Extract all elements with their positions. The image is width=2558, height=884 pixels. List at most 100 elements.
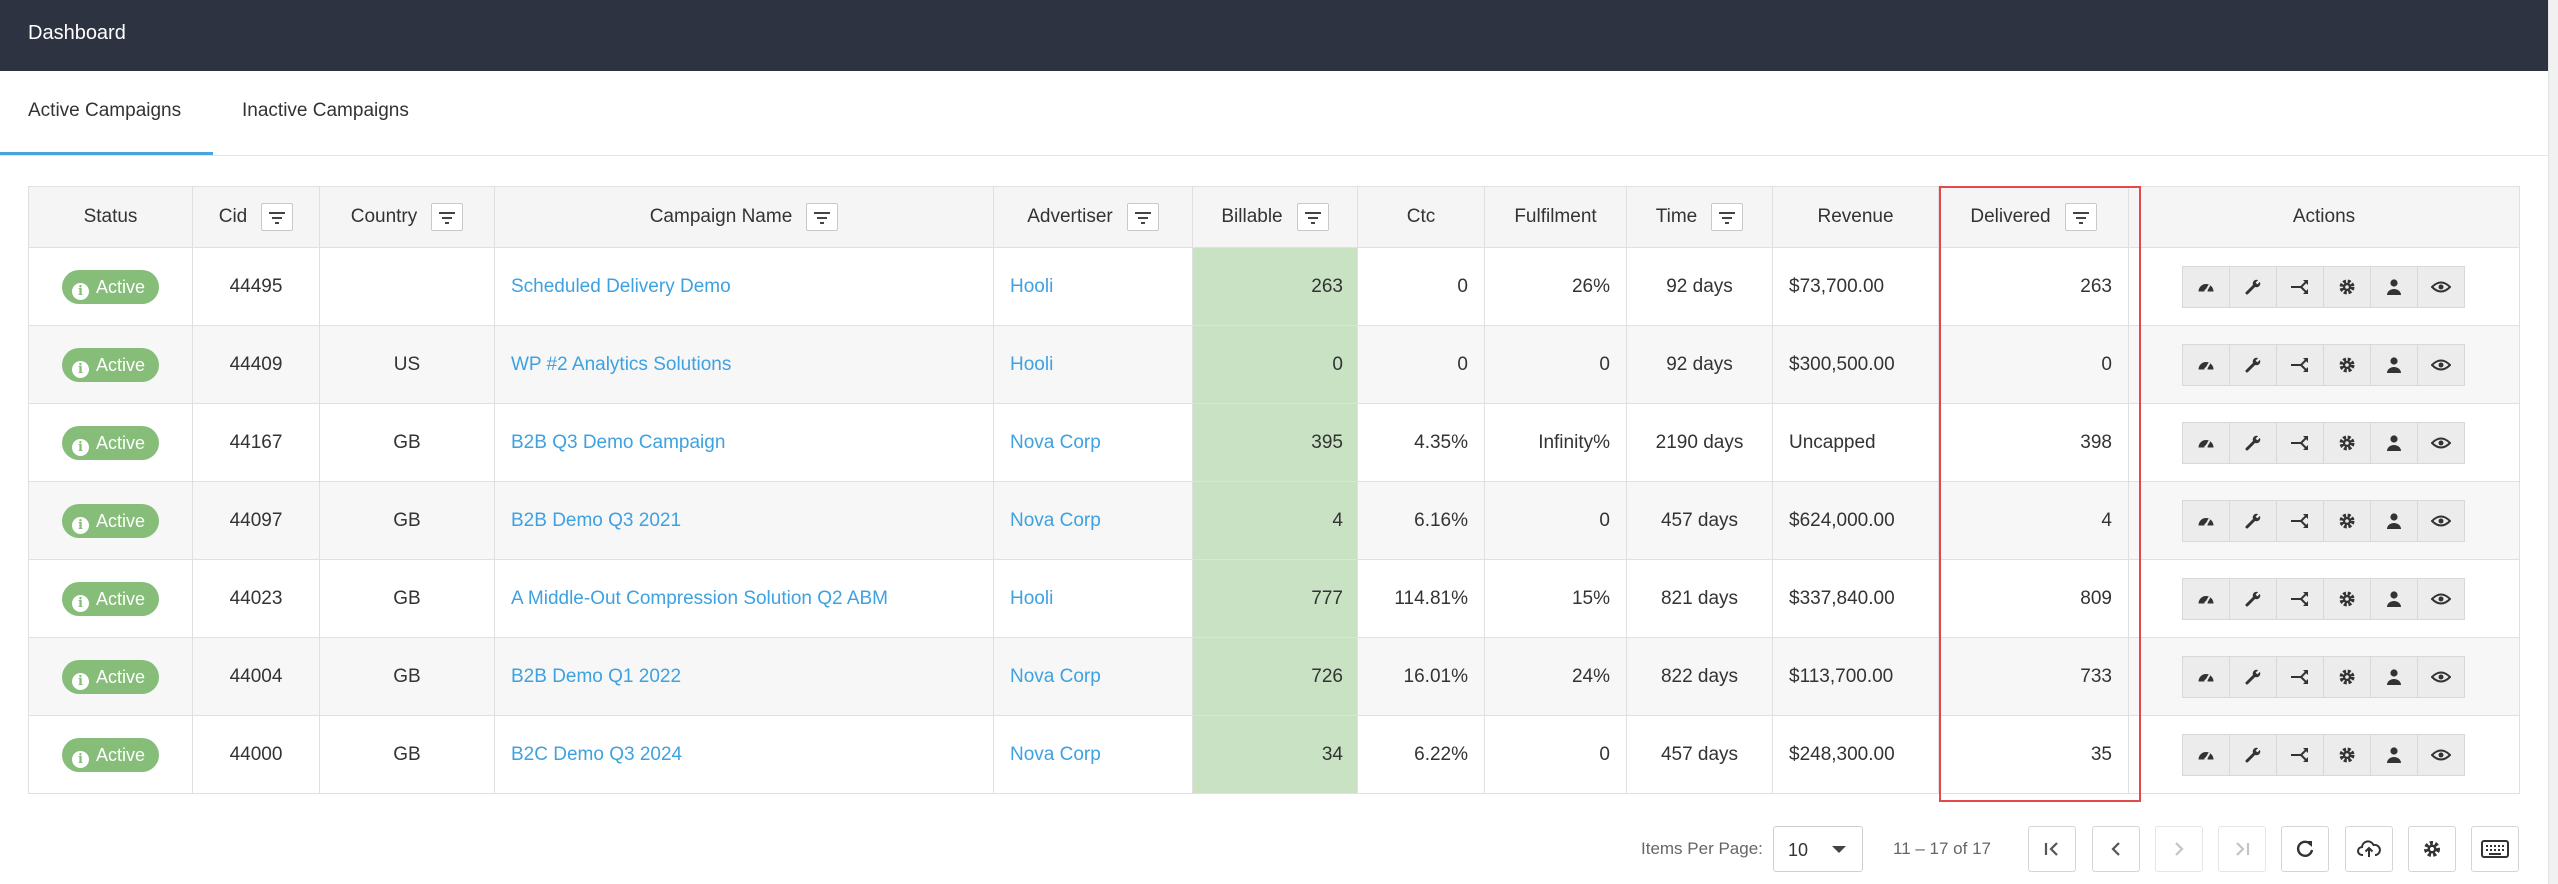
info-icon: i xyxy=(71,438,89,456)
cell-campaign-name-value[interactable]: Scheduled Delivery Demo xyxy=(511,275,731,297)
split-arrows-button[interactable] xyxy=(2276,343,2324,386)
last-page-icon xyxy=(2236,842,2250,856)
keyboard-shortcuts-button[interactable] xyxy=(2471,826,2519,872)
cell-campaign-name-value[interactable]: B2B Q3 Demo Campaign xyxy=(511,431,726,453)
cell-billable-value: 263 xyxy=(1311,275,1343,297)
filter-icon[interactable] xyxy=(1296,203,1329,231)
gear-button[interactable] xyxy=(2323,421,2371,464)
cell-advertiser-value[interactable]: Nova Corp xyxy=(1010,665,1101,687)
cell-campaign-name-value[interactable]: B2C Demo Q3 2024 xyxy=(511,743,683,765)
table-settings-button[interactable] xyxy=(2408,826,2456,872)
first-page-button[interactable] xyxy=(2028,826,2076,872)
tab-active-campaigns[interactable]: Active Campaigns xyxy=(28,100,182,121)
items-per-page-select[interactable]: 10 xyxy=(1773,826,1863,872)
cell-advertiser-value[interactable]: Nova Corp xyxy=(1010,431,1101,453)
status-badge[interactable]: i Active xyxy=(61,347,160,382)
eye-button[interactable] xyxy=(2417,733,2465,776)
filter-icon[interactable] xyxy=(431,203,464,231)
cell-advertiser-value[interactable]: Nova Corp xyxy=(1010,509,1101,531)
wrench-button[interactable] xyxy=(2229,343,2277,386)
table-row: i Active 44495 Scheduled Delivery Demo Hooli… xyxy=(28,247,2520,326)
status-badge[interactable]: i Active xyxy=(61,659,160,694)
tab-inactive-campaigns[interactable]: Inactive Campaigns xyxy=(242,100,409,121)
cell-advertiser-value[interactable]: Hooli xyxy=(1010,275,1054,297)
eye-button[interactable] xyxy=(2417,577,2465,620)
gear-button[interactable] xyxy=(2323,733,2371,776)
eye-button[interactable] xyxy=(2417,499,2465,542)
filter-icon[interactable] xyxy=(261,203,294,231)
dashboard-button[interactable] xyxy=(2182,577,2230,620)
gear-button[interactable] xyxy=(2323,265,2371,308)
cell-revenue-value: $337,840.00 xyxy=(1789,587,1895,609)
person-button[interactable] xyxy=(2370,265,2418,308)
last-page-button[interactable] xyxy=(2218,826,2266,872)
filter-icon[interactable] xyxy=(806,203,839,231)
cell-cid: 44167 xyxy=(192,403,320,482)
dashboard-button[interactable] xyxy=(2182,421,2230,464)
person-button[interactable] xyxy=(2370,499,2418,542)
person-button[interactable] xyxy=(2370,733,2418,776)
person-button[interactable] xyxy=(2370,421,2418,464)
cell-cid: 44495 xyxy=(192,247,320,326)
cell-campaign-name-value[interactable]: B2B Demo Q3 2021 xyxy=(511,509,682,531)
status-badge[interactable]: i Active xyxy=(61,269,160,304)
split-arrows-button[interactable] xyxy=(2276,499,2324,542)
eye-button[interactable] xyxy=(2417,265,2465,308)
split-arrows-button[interactable] xyxy=(2276,577,2324,620)
status-badge[interactable]: i Active xyxy=(61,425,160,460)
page-scrollbar[interactable] xyxy=(2548,0,2558,884)
cell-ctc-value: 6.22% xyxy=(1414,743,1468,765)
status-badge[interactable]: i Active xyxy=(61,737,160,772)
eye-button[interactable] xyxy=(2417,343,2465,386)
dashboard-button[interactable] xyxy=(2182,265,2230,308)
wrench-button[interactable] xyxy=(2229,733,2277,776)
wrench-button[interactable] xyxy=(2229,499,2277,542)
cell-ctc: 114.81% xyxy=(1357,559,1485,638)
cell-advertiser-value[interactable]: Hooli xyxy=(1010,587,1054,609)
split-arrows-button[interactable] xyxy=(2276,421,2324,464)
gear-button[interactable] xyxy=(2323,343,2371,386)
next-page-button[interactable] xyxy=(2155,826,2203,872)
cell-cid-value: 44023 xyxy=(229,587,283,609)
upload-button[interactable] xyxy=(2345,826,2393,872)
split-arrows-button[interactable] xyxy=(2276,733,2324,776)
col-header-label: Advertiser xyxy=(1027,206,1113,228)
person-button[interactable] xyxy=(2370,655,2418,698)
wrench-button[interactable] xyxy=(2229,577,2277,620)
status-badge[interactable]: i Active xyxy=(61,503,160,538)
wrench-button[interactable] xyxy=(2229,655,2277,698)
table-row: i Active 44000 GB B2C Demo Q3 2024 Nova Corp 3… xyxy=(28,715,2520,794)
cell-time-value: 457 days xyxy=(1660,509,1739,531)
filter-icon[interactable] xyxy=(1126,203,1159,231)
split-arrows-button[interactable] xyxy=(2276,265,2324,308)
dashboard-button[interactable] xyxy=(2182,655,2230,698)
person-button[interactable] xyxy=(2370,343,2418,386)
cell-advertiser: Nova Corp xyxy=(993,403,1193,482)
table-row: i Active 44409 US WP #2 Analytics Solutions H… xyxy=(28,325,2520,404)
cell-campaign-name-value[interactable]: WP #2 Analytics Solutions xyxy=(511,353,732,375)
filter-icon[interactable] xyxy=(1711,203,1744,231)
info-icon: i xyxy=(71,282,89,300)
gear-button[interactable] xyxy=(2323,577,2371,620)
wrench-button[interactable] xyxy=(2229,421,2277,464)
gear-button[interactable] xyxy=(2323,655,2371,698)
status-badge[interactable]: i Active xyxy=(61,581,160,616)
dashboard-button[interactable] xyxy=(2182,499,2230,542)
cell-cid: 44409 xyxy=(192,325,320,404)
previous-page-button[interactable] xyxy=(2092,826,2140,872)
cell-campaign-name-value[interactable]: A Middle-Out Compression Solution Q2 ABM xyxy=(511,587,889,609)
refresh-button[interactable] xyxy=(2281,826,2329,872)
wrench-button[interactable] xyxy=(2229,265,2277,308)
person-button[interactable] xyxy=(2370,577,2418,620)
cell-advertiser-value[interactable]: Nova Corp xyxy=(1010,743,1101,765)
dashboard-button[interactable] xyxy=(2182,733,2230,776)
dashboard-button[interactable] xyxy=(2182,343,2230,386)
cell-advertiser-value[interactable]: Hooli xyxy=(1010,353,1054,375)
split-arrows-button[interactable] xyxy=(2276,655,2324,698)
filter-icon[interactable] xyxy=(2064,203,2097,231)
cell-campaign-name-value[interactable]: B2B Demo Q1 2022 xyxy=(511,665,682,687)
eye-button[interactable] xyxy=(2417,421,2465,464)
info-icon: i xyxy=(71,672,89,690)
eye-button[interactable] xyxy=(2417,655,2465,698)
gear-button[interactable] xyxy=(2323,499,2371,542)
